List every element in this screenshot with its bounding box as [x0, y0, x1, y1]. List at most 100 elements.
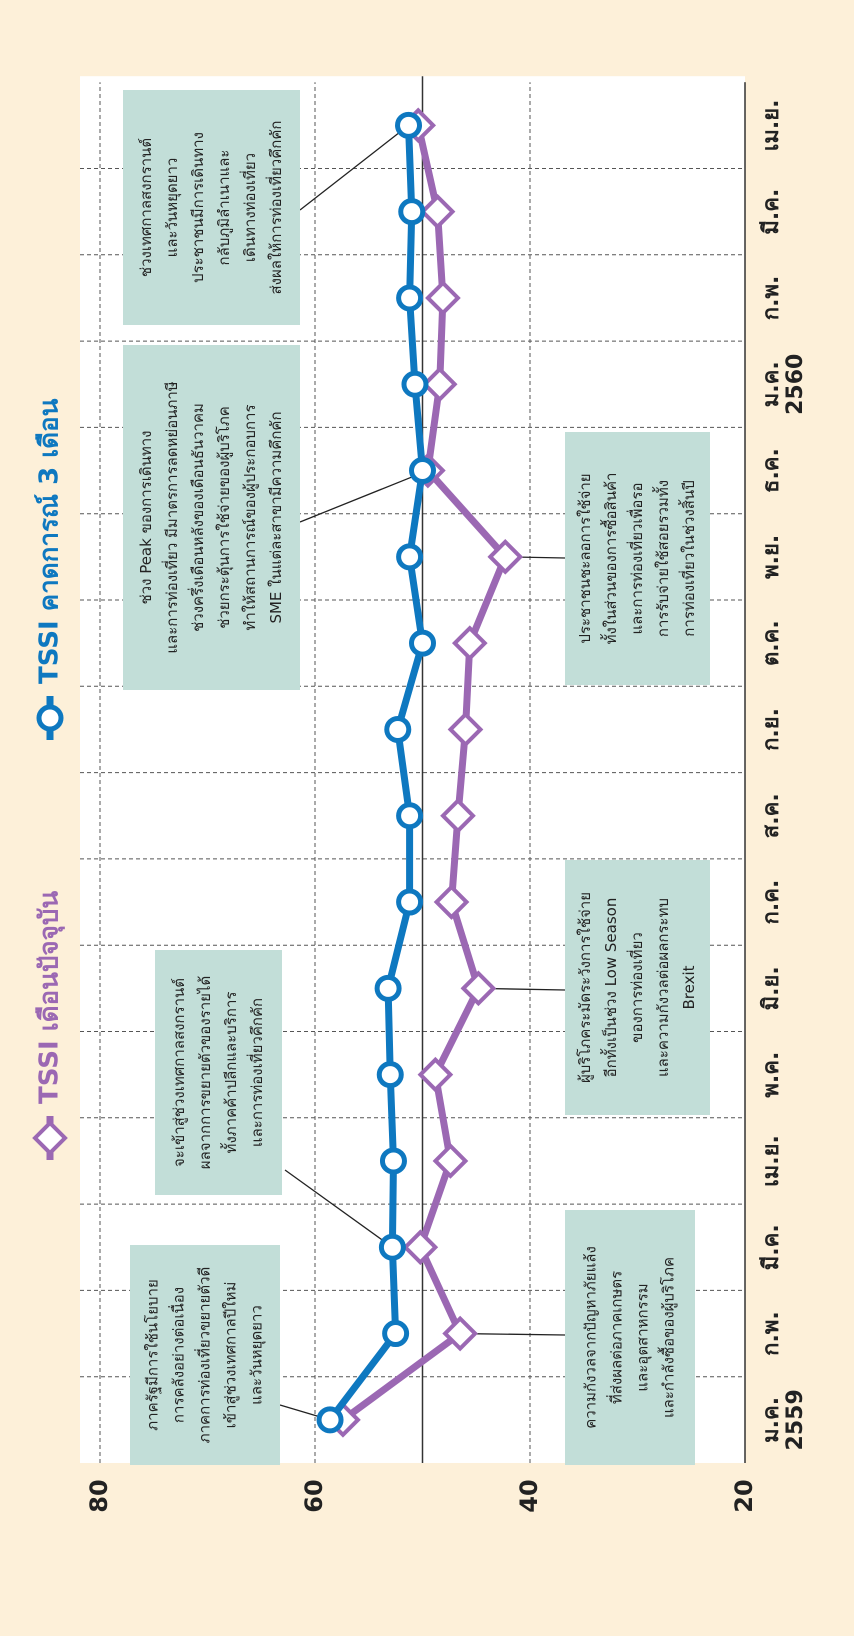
point [402, 1229, 439, 1266]
annotations: ภาครัฐมีการใช้นโยบาย การคลังอย่างต่อเนื่อ… [123, 90, 710, 1465]
legend-label: TSSI เดือนปัจจุบัน [35, 891, 66, 1104]
annotation-text: และการท่องเที่ยวคึกคัก [246, 998, 266, 1147]
annotation-text: ผู้บริโภคระมัดระวังการใช้จ่าย [576, 892, 594, 1083]
point [374, 974, 402, 1002]
annotation-text: ช่วยกระตุ้นการใช้จ่ายของผู้บริโภค [215, 406, 234, 629]
point [396, 888, 424, 916]
x-tick-label: พ.ย. [759, 535, 784, 579]
annotation-text: ของการท่องเที่ยว [626, 932, 646, 1043]
annotation-text: SME ในแต่ละสาขามีความคึกคัก [267, 411, 285, 623]
annotation-text: และวันหยุดยาว [163, 158, 182, 258]
annotation-text: ช่วงครึ่งเดือนหลังของเดือนธันวาคม [187, 403, 207, 632]
point [409, 629, 436, 657]
x-tick-year: 2559 [783, 1389, 808, 1450]
point [409, 457, 436, 485]
x-tick-label: ส.ค. [759, 793, 784, 838]
annotation-text: ผลจากการขยายตัวของรายได้ [196, 976, 214, 1169]
annotation-box [565, 860, 710, 1115]
point [440, 797, 476, 834]
point [417, 1056, 454, 1093]
x-tick-label: ธ.ค. [759, 448, 784, 493]
point [401, 370, 429, 398]
x-tick-label: ก.พ. [759, 1311, 784, 1356]
annotation-text: กลับภูมิลำเนาและ [215, 150, 233, 266]
legend-label: TSSI คาดการณ์ 3 เดือน [34, 398, 65, 684]
point [316, 1406, 344, 1434]
x-tick-label: มิ.ย. [759, 966, 784, 1010]
x-tick-label: มี.ค. [759, 189, 784, 235]
annotation-text: การคลังอย่างต่อเนื่อง [168, 1287, 188, 1423]
point [442, 1315, 478, 1352]
point [396, 802, 424, 830]
annotation-box [565, 432, 710, 685]
point [396, 284, 424, 312]
x-tick-year: 2560 [783, 354, 808, 415]
x-tick-label: พ.ค. [759, 1052, 784, 1098]
annotation-text: ที่ส่งผลต่อภาคเกษตร [606, 1271, 626, 1404]
point [421, 366, 458, 403]
y-tick-label: 40 [515, 1479, 543, 1512]
leader-line [299, 124, 409, 211]
annotation-text: ความกังวลจากปัญหาภัยแล้ง [582, 1246, 600, 1429]
point [396, 543, 424, 571]
y-tick-label: 80 [85, 1479, 113, 1512]
x-tick-label: ต.ค. [759, 620, 784, 666]
y-tick-label: 60 [300, 1479, 328, 1512]
point [376, 1061, 404, 1089]
annotation-text: การรับจ่ายใช้สอยรวมทั้ง [652, 480, 672, 637]
annotation-text: ภาคการท่องเที่ยวขยายตัวดี [194, 1267, 214, 1444]
annotation-text: และวันหยุดยาว [248, 1305, 267, 1405]
annotation-text: เดินทางท่องเที่ยว [239, 153, 259, 262]
point [384, 715, 412, 743]
legend-marker [36, 704, 64, 732]
annotation-text: ทั้งในส่วนของการซื้อสินค้า [600, 473, 620, 645]
annotation-box [565, 1210, 695, 1465]
annotation-text: ทำให้สถานการณ์ของผู้ประกอบการ [241, 404, 259, 630]
point [395, 111, 423, 139]
annotation-box [155, 950, 282, 1195]
annotation-text: และอุตสาหกรรม [634, 1283, 653, 1391]
point [398, 198, 426, 226]
point [487, 539, 524, 575]
x-tick-label: ก.ย. [759, 708, 784, 751]
point [460, 970, 497, 1007]
point [451, 625, 488, 661]
point [433, 884, 470, 920]
point [419, 193, 456, 230]
annotation-text: ภาครัฐมีการใช้นโยบาย [144, 1279, 162, 1430]
annotation-text: เข้าสู่ช่วงเทศกาลปีใหม่ [222, 1282, 240, 1429]
y-tick-label: 20 [730, 1479, 758, 1512]
x-tick-label: ก.ค. [759, 880, 784, 925]
annotation-text: ช่วง Peak ของการเดินทาง [137, 431, 155, 605]
annotation-text: และกำลังซื้อของผู้บริโภค [658, 1257, 678, 1418]
legend-marker [32, 1120, 68, 1156]
x-tick-label: มี.ค. [759, 1224, 784, 1270]
series [316, 111, 436, 1434]
leader-line [284, 1169, 393, 1248]
series-line [340, 124, 509, 1423]
annotation-box [130, 1245, 280, 1465]
series-line [327, 125, 426, 1422]
annotation-text: ประชาชนมีการเดินทาง [189, 132, 207, 283]
annotation-text: ช่วงเทศกาลสงกรานต์ [137, 138, 155, 277]
x-tick-label: เม.ย. [759, 1135, 784, 1187]
x-tick-label: เม.ย. [759, 100, 784, 152]
annotation-text: และการท่องเที่ยวเพื่อรอ [626, 482, 646, 634]
annotation-text: และความกังวลต่อผลกระทบ [654, 898, 672, 1077]
x-tick-label: ก.พ. [759, 276, 784, 321]
annotation-box [123, 90, 300, 325]
annotation-box [123, 345, 300, 690]
annotation-text: จะเข้าสู่ช่วงเทศกาลสงกรานต์ [170, 978, 188, 1167]
annotation-text: อีกทั้งเป็นช่วง Low Season [600, 898, 620, 1078]
point [432, 1143, 469, 1179]
annotation-text: ส่งผลให้การท่องเที่ยวคึกคัก [265, 121, 285, 295]
annotation-text: ทั้งภาคค้าปลีกและบริการ [220, 992, 240, 1154]
point [447, 711, 484, 748]
x-tick-label: ม.ค. [759, 361, 784, 407]
annotation-text: การท่องเที่ยวในช่วงสิ้นปี [678, 480, 698, 636]
annotation-text: ประชาชนชะลอการใช้จ่าย [576, 473, 594, 643]
x-tick-label: ม.ค. [759, 1397, 784, 1443]
annotation-text: Brexit [680, 965, 698, 1009]
